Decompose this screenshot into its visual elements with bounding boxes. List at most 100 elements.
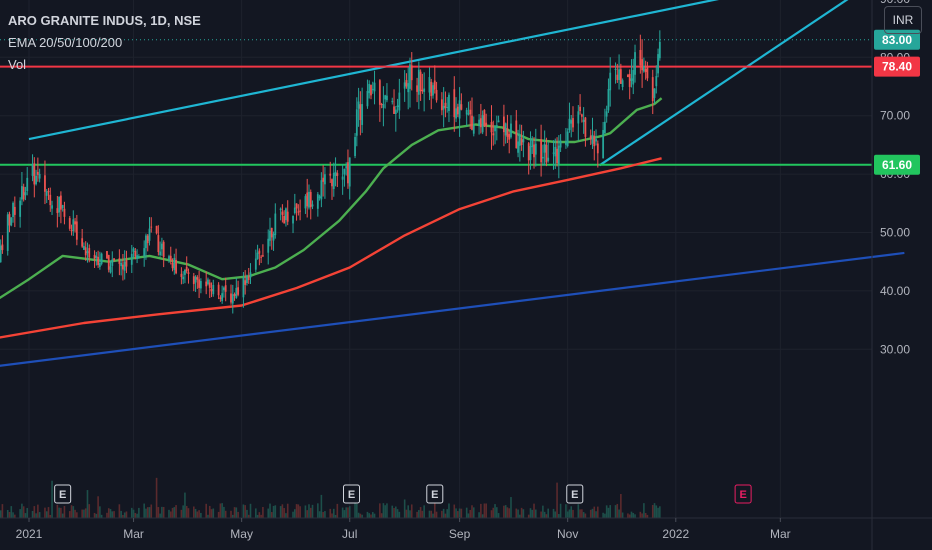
- candle-body: [510, 123, 512, 138]
- candle-body: [556, 148, 558, 164]
- volume-bar: [194, 508, 197, 518]
- candle-body: [435, 89, 438, 101]
- volume-bar: [395, 506, 397, 518]
- volume-bar: [504, 505, 507, 518]
- volume-bar: [347, 507, 349, 518]
- candle-body: [45, 191, 48, 196]
- volume-bar: [38, 512, 41, 518]
- line-price-badge[interactable]: 61.60: [874, 154, 920, 175]
- volume-bar: [503, 505, 505, 518]
- volume-bar: [109, 509, 112, 518]
- candle-body: [345, 166, 348, 169]
- candle-body: [458, 100, 461, 119]
- trendlines: [0, 0, 905, 376]
- volume-bar: [235, 507, 238, 518]
- volume-bar: [187, 508, 190, 518]
- volume-bar: [423, 505, 425, 518]
- earnings-marker[interactable]: E: [426, 484, 444, 504]
- candle-body: [157, 235, 160, 252]
- earnings-marker[interactable]: E: [566, 484, 584, 504]
- candle-body: [221, 293, 224, 302]
- volume-bar: [639, 511, 642, 518]
- candle-body: [584, 117, 587, 137]
- volume-bar: [208, 505, 211, 518]
- candle-body: [357, 101, 360, 109]
- candle-body: [161, 243, 163, 250]
- earnings-marker-label: E: [431, 489, 438, 501]
- candle-body: [107, 255, 110, 270]
- candle-body: [604, 121, 606, 134]
- candle-body: [24, 192, 27, 196]
- candle-body: [453, 89, 456, 118]
- time-tick-label: Nov: [557, 527, 578, 541]
- time-tick-label: Mar: [770, 527, 791, 541]
- earnings-marker[interactable]: E: [54, 484, 72, 504]
- candle-body: [361, 104, 364, 125]
- volume-bar: [655, 505, 658, 518]
- volume-bar: [83, 509, 85, 518]
- candle-body: [504, 123, 507, 136]
- volume-bar: [572, 509, 574, 518]
- line-price-badge[interactable]: 78.40: [874, 56, 920, 77]
- candle-body: [527, 143, 530, 161]
- volume-indicator-label[interactable]: Vol: [8, 57, 27, 72]
- candle-body: [393, 106, 395, 114]
- candle-body: [258, 250, 261, 254]
- earnings-marker[interactable]: E: [734, 484, 752, 504]
- ema-line-1[interactable]: [0, 97, 663, 349]
- ema-line-2[interactable]: [0, 157, 662, 355]
- volume-bar: [591, 508, 594, 518]
- volume-bar: [382, 503, 385, 518]
- volume-bar: [311, 504, 314, 518]
- candle-body: [122, 264, 124, 270]
- candle-body: [281, 211, 284, 215]
- symbol-title[interactable]: ARO GRANITE INDUS, 1D, NSE: [8, 13, 201, 28]
- volume-bar: [95, 513, 98, 518]
- volume-bar: [621, 512, 624, 518]
- volume-bar: [297, 504, 300, 518]
- candle-body: [279, 208, 282, 211]
- candle-body: [145, 235, 147, 249]
- volume-bar: [122, 514, 124, 518]
- candle-body: [8, 213, 11, 226]
- trendline-2[interactable]: [598, 0, 905, 167]
- volume-bar: [260, 514, 262, 518]
- candle-body: [433, 80, 436, 90]
- candle-body: [442, 105, 445, 110]
- volume-bar: [483, 503, 486, 518]
- volume-bar: [428, 510, 431, 518]
- candle-body: [72, 219, 75, 232]
- volume-bar: [565, 504, 567, 518]
- last-price-badge[interactable]: 83.00: [874, 29, 920, 50]
- candle-body: [607, 89, 610, 111]
- candle-body: [256, 252, 259, 259]
- earnings-marker-box: [734, 484, 752, 504]
- candle-body: [199, 281, 202, 289]
- volume-bar: [589, 509, 592, 518]
- price-tick-label: 40.00: [880, 284, 910, 298]
- candle-body: [570, 120, 573, 124]
- time-tick-label: May: [230, 527, 253, 541]
- currency-button[interactable]: INR: [884, 6, 922, 34]
- volume-bar: [531, 509, 534, 518]
- volume-bar: [391, 505, 394, 518]
- ema-indicator-label[interactable]: EMA 20/50/100/200: [8, 35, 123, 50]
- candle-body: [347, 162, 349, 184]
- candle-body: [543, 144, 546, 153]
- candle-body: [472, 125, 475, 134]
- volume-bar: [620, 494, 622, 518]
- volume-bar: [418, 510, 420, 518]
- candle-body: [237, 287, 239, 295]
- candle-body: [366, 90, 369, 107]
- volume-bar: [356, 503, 358, 518]
- trendline-3[interactable]: [0, 251, 905, 376]
- candle-body: [304, 196, 307, 209]
- earnings-marker[interactable]: E: [343, 484, 361, 504]
- candle-body: [120, 262, 123, 267]
- volume-bar: [146, 507, 149, 518]
- trendline-1[interactable]: [28, 0, 904, 141]
- volume-bar: [393, 508, 395, 518]
- candle-body: [322, 177, 325, 182]
